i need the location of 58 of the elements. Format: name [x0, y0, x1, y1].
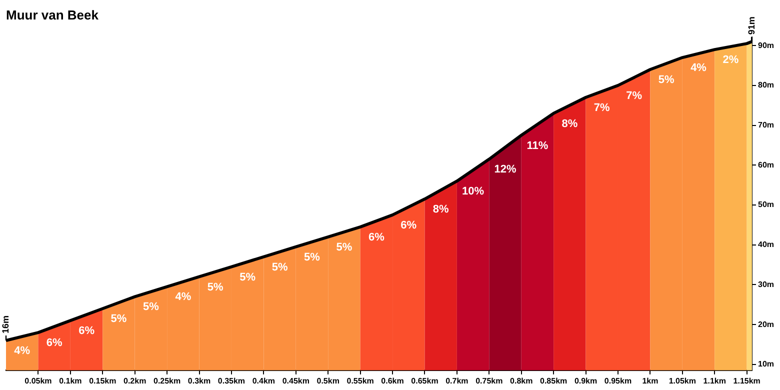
x-tick-label: 0.35km — [218, 376, 246, 386]
y-tick-label: 60m — [758, 160, 774, 170]
x-tick-label: 0.65km — [411, 376, 438, 386]
y-tick-label: 20m — [758, 320, 774, 329]
x-tick-label: 0.1km — [59, 376, 82, 386]
band-label: 6% — [46, 337, 62, 350]
x-tick-label: 0.15km — [89, 376, 116, 386]
x-tick-label: 0.9km — [574, 376, 598, 386]
band-label: 6% — [368, 231, 385, 244]
x-tick-label: 1km — [642, 376, 658, 386]
x-tick-label: 0.85km — [540, 376, 568, 386]
x-tick-label: 0.55km — [346, 376, 374, 386]
y-tick-label: 70m — [758, 120, 774, 130]
band-label: 12% — [494, 164, 516, 176]
band-label: 5% — [142, 301, 160, 314]
band-label: 6% — [78, 325, 95, 338]
band-label: 11% — [526, 140, 548, 152]
x-tick-label: 1.05km — [668, 376, 696, 386]
band-label: 5% — [336, 241, 352, 254]
y-tick-label: 90m — [758, 40, 774, 50]
x-tick-label: 0.5km — [316, 376, 340, 386]
x-tick-label: 0.7km — [446, 376, 468, 386]
band-label: 5% — [110, 313, 127, 326]
band-label: 4% — [14, 345, 30, 358]
x-tick-label: 0.6km — [381, 376, 404, 386]
band-label: 5% — [272, 261, 288, 274]
band-label: 5% — [658, 74, 674, 86]
x-tick-label: 1.1km — [703, 376, 726, 386]
x-tick-label: 0.2km — [123, 376, 146, 386]
band-label: 8% — [432, 204, 449, 216]
band-label: 7% — [594, 102, 610, 114]
x-tick-label: 0.4km — [252, 376, 276, 386]
data-label: 16m — [0, 315, 10, 334]
x-tick-label: 0.75km — [476, 376, 503, 386]
y-tick-label: 80m — [758, 80, 774, 90]
band-label: 6% — [400, 219, 417, 232]
y-tick-label: 30m — [758, 280, 774, 289]
band-label: 8% — [562, 118, 578, 130]
band-label: 2% — [722, 54, 739, 66]
chart-title: Muur van Beek — [6, 7, 100, 22]
x-tick-label: 0.45km — [282, 376, 310, 386]
band-label: 10% — [462, 186, 484, 198]
x-tick-label: 0.3km — [188, 376, 211, 386]
y-tick-label: 40m — [758, 240, 774, 250]
data-label: 91m — [746, 16, 756, 35]
band-label: 5% — [207, 281, 224, 294]
x-tick-label: 0.05km — [24, 376, 52, 386]
band-label: 7% — [626, 90, 642, 102]
band-label: 4% — [175, 291, 192, 304]
x-tick-label: 0.95km — [604, 376, 632, 386]
x-tick-label: 1.15km — [733, 376, 760, 386]
band-label: 5% — [304, 251, 320, 264]
y-tick-label: 10m — [758, 360, 774, 369]
x-tick-label: 0.25km — [153, 376, 181, 386]
band-label: 5% — [240, 271, 256, 284]
x-tick-label: 0.8km — [510, 376, 533, 386]
y-tick-label: 50m — [758, 200, 774, 210]
band-label: 4% — [690, 62, 707, 74]
